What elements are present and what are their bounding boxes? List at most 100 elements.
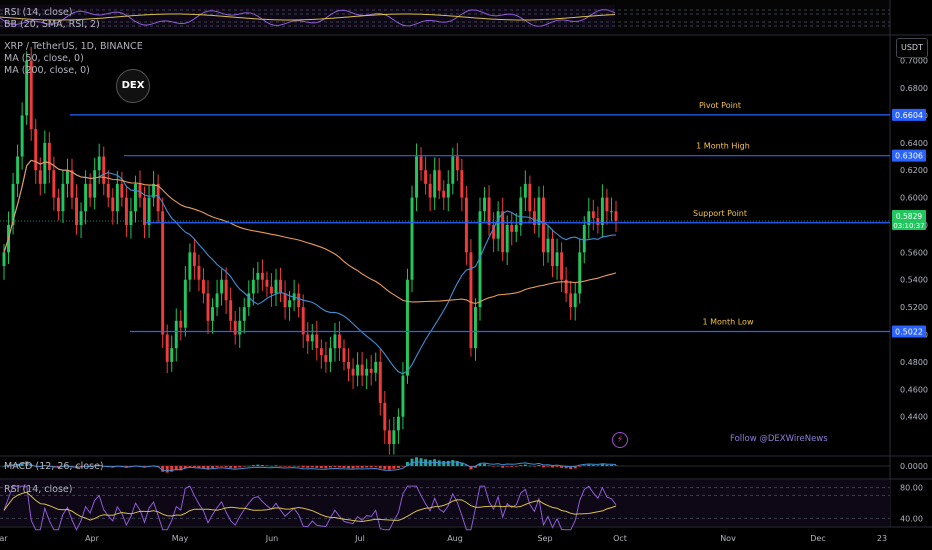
candle-body [546,238,550,253]
candle-body [514,224,518,232]
macd-bar [596,465,600,466]
level-label: 1 Month Low [702,317,753,326]
candle-body [600,197,604,225]
candle-body [437,170,441,191]
macd-bar [170,466,174,472]
y-tick-label: 0.5400 [900,276,928,285]
candle-body [301,307,305,335]
candle-body [424,170,428,184]
candle-body [29,60,33,130]
candle-body [93,170,97,198]
macd-bar [356,466,360,468]
macd-bar [609,464,613,466]
candle-body [487,197,491,225]
candle-body [47,142,51,171]
macd-bar [405,462,409,466]
macd-bar [537,465,541,466]
candle-body [161,211,165,335]
macd-bar [2,466,6,467]
follow-text: Follow @DEXWireNews [730,434,828,444]
candle-body [197,266,201,280]
candle-body [79,211,83,225]
lightning-icon[interactable]: ⚡ [612,432,628,448]
macd-bar [192,466,196,468]
level-label: 1 Month High [696,142,750,151]
candle-body [170,348,174,362]
symbol-label[interactable]: XRP / TetherUS, 1D, BINANCE [4,41,143,52]
ma50-legend[interactable]: MA (50, close, 0) [4,53,84,64]
top-rsi-line [0,9,616,27]
level-price-label: 0.5022 [895,327,923,336]
macd-bar [519,465,523,466]
macd-bar [328,466,332,468]
macd-bar [369,466,373,468]
x-tick-label: May [172,534,189,543]
candle-body [469,252,473,349]
rsi-top-legend[interactable]: RSI (14, close) [4,7,73,18]
macd-bar [378,466,382,469]
candle-body [591,211,595,219]
macd-bar [206,466,210,469]
candle-body [551,238,555,267]
x-tick-label: Dec [810,534,825,543]
candle-body [165,334,169,362]
rsi-axis-label: 40.00 [900,514,923,523]
macd-legend[interactable]: MACD (12, 26, close) [4,461,104,472]
macd-bar [351,466,355,469]
candle-body [201,279,205,294]
macd-bar [333,466,337,467]
candle-body [124,197,128,225]
candle-body [555,252,559,267]
macd-bar [446,460,450,466]
y-tick-label: 0.6400 [900,139,928,148]
macd-bar [564,466,568,469]
macd-bar [578,466,582,467]
macd-bar [442,461,446,466]
x-tick-label: 23 [877,534,887,543]
candle-body [396,416,400,431]
candle-body [120,183,124,198]
candle-body [84,183,88,212]
candle-body [605,197,609,212]
candle-body [215,293,219,308]
macd-bar [224,466,228,468]
macd-bar [501,466,505,468]
candle-body [374,361,378,373]
candle-body [609,211,613,213]
candle-body [328,348,332,362]
macd-bar [392,466,396,469]
level-label: Support Point [693,209,747,218]
candle-body [65,170,69,184]
candle-body [306,334,310,342]
rsi-bottom-legend[interactable]: RSI (14, close) [4,484,73,495]
macd-bar [478,463,482,466]
macd-bar [238,466,242,468]
macd-bar [306,466,310,468]
macd-bar [197,466,201,468]
rsi-panel-bg [0,480,890,526]
candle-body [138,183,142,198]
ma200-legend[interactable]: MA (200, close, 0) [4,65,90,76]
candle-body [229,300,233,321]
macd-bar [279,466,283,467]
candle-body [34,129,38,171]
candle-body [496,211,500,239]
level-label: Pivot Point [699,101,741,110]
macd-bar [365,466,369,468]
candle-body [224,279,228,301]
macd-bar [383,466,387,470]
candle-body [478,211,482,308]
currency-unit-button[interactable]: USDT [896,38,928,58]
bb-top-legend[interactable]: BB (20, SMA, RSI, 2) [4,19,100,30]
candle-body [483,197,487,212]
candle-body [451,156,455,184]
macd-bar [460,462,464,466]
macd-bar [464,465,468,466]
macd-bar [487,465,491,467]
macd-bar [591,465,595,466]
macd-bar [387,466,391,470]
candle-body [211,307,215,321]
candle-body [378,361,382,403]
candle-body [129,211,133,225]
